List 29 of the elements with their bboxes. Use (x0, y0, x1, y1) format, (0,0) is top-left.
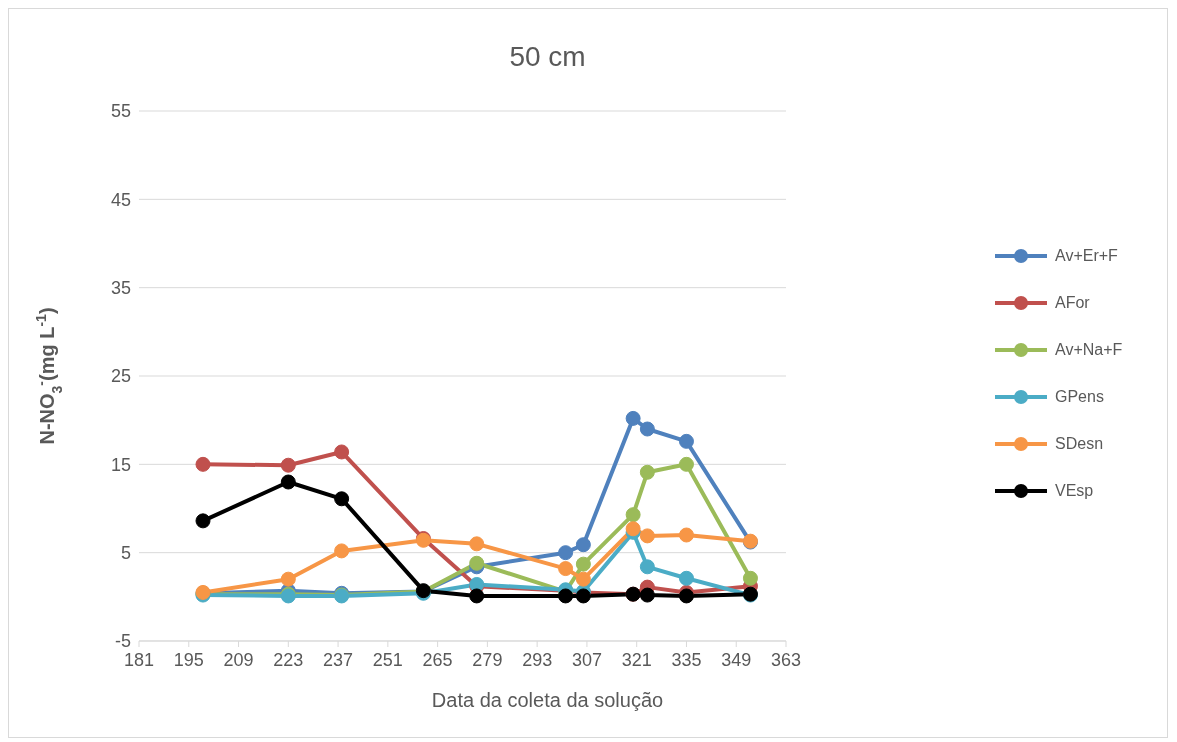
x-tick-label: 223 (273, 649, 304, 670)
y-tick-label: -5 (114, 631, 131, 652)
y-tick-label: 35 (110, 278, 131, 299)
x-tick-label: 181 (123, 649, 155, 670)
x-tick-label: 265 (422, 649, 453, 670)
legend-label: Av+Na+F (1055, 340, 1123, 359)
y-tick-label: 5 (120, 543, 131, 564)
x-tick-label: 293 (522, 649, 553, 670)
y-tick-label: 45 (110, 189, 131, 210)
legend-label: VEsp (1055, 481, 1094, 500)
legend-label: SDesn (1055, 434, 1104, 453)
x-tick-label: 335 (671, 649, 702, 670)
x-tick-label: 279 (472, 649, 503, 670)
x-tick-label: 209 (223, 649, 254, 670)
x-tick-label: 363 (770, 649, 802, 670)
x-axis-title: Data da coleta da solução (430, 689, 665, 712)
x-tick-label: 321 (621, 649, 652, 670)
y-tick-label: 25 (110, 366, 131, 387)
legend-label: Av+Er+F (1055, 246, 1118, 265)
legend-label: AFor (1055, 293, 1090, 312)
y-tick-label: 15 (110, 454, 131, 475)
x-tick-label: 307 (571, 649, 602, 670)
chart-title: 50 cm (508, 41, 587, 73)
x-tick-label: 349 (721, 649, 752, 670)
y-tick-label: 55 (110, 101, 131, 122)
x-tick-label: 237 (323, 649, 354, 670)
x-tick-label: 251 (372, 649, 403, 670)
legend-label: GPens (1055, 387, 1104, 406)
x-tick-label: 195 (173, 649, 204, 670)
